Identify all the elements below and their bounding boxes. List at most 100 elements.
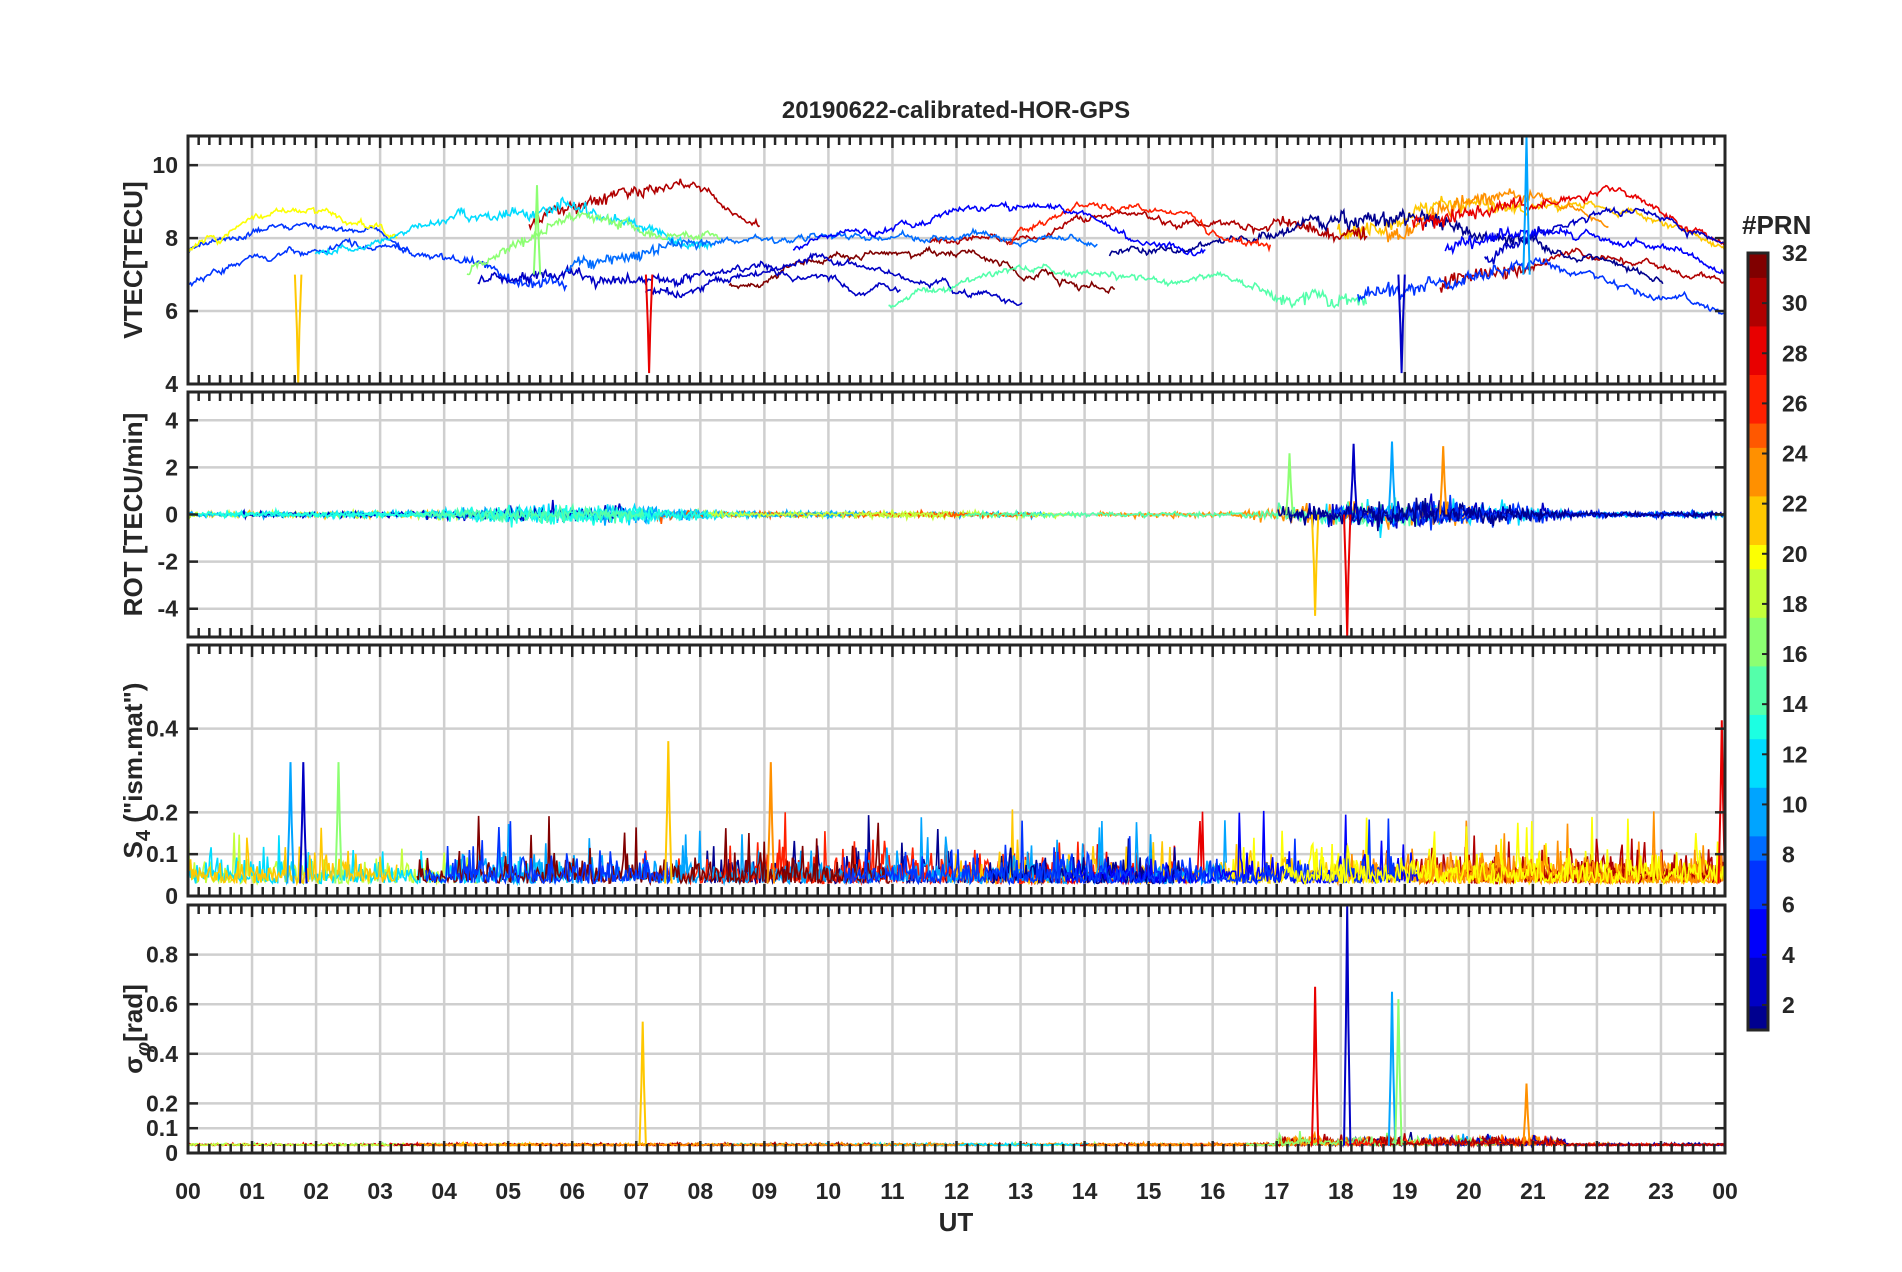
trace-peak — [1343, 514, 1352, 637]
y-tick-label: 10 — [152, 152, 178, 178]
x-tick-label: 04 — [431, 1178, 457, 1204]
ticks-s4 — [186, 645, 1727, 898]
colorbar-segment — [1748, 568, 1768, 594]
colorbar-segment — [1748, 277, 1768, 303]
trace-prn — [1087, 1134, 1352, 1148]
x-tick-label: 19 — [1392, 1178, 1418, 1204]
x-tick-label: 00 — [1712, 1178, 1738, 1204]
colorbar-segment — [1748, 301, 1768, 327]
trace-peak — [1349, 443, 1358, 515]
x-tick-label: 15 — [1136, 1178, 1162, 1204]
colorbar-tick-label: 28 — [1782, 340, 1808, 366]
colorbar-tick-label: 6 — [1782, 892, 1795, 918]
trace-prn — [528, 178, 760, 231]
colorbar-segment — [1748, 544, 1768, 570]
colorbar-tick-label: 26 — [1782, 390, 1808, 416]
x-tick-label: 14 — [1072, 1178, 1098, 1204]
x-tick-label: 07 — [623, 1178, 649, 1204]
x-tick-label: 23 — [1648, 1178, 1674, 1204]
colorbar-segment — [1748, 520, 1768, 545]
trace-peak — [1394, 999, 1403, 1146]
colorbar-segment — [1748, 738, 1768, 764]
colorbar-tick-label: 8 — [1782, 842, 1795, 868]
x-tick-label: 01 — [239, 1178, 265, 1204]
trace-peak — [1387, 991, 1397, 1146]
colorbar-segment — [1748, 641, 1768, 667]
y-tick-label: 0.4 — [146, 1041, 178, 1067]
trace-prn — [1357, 256, 1725, 315]
trace-peak — [334, 762, 343, 884]
trace-prn — [1277, 497, 1725, 532]
x-tick-label: 17 — [1264, 1178, 1290, 1204]
trace-prn — [1374, 1134, 1725, 1148]
colorbar-segment — [1748, 957, 1768, 983]
y-tick-label: 4 — [165, 371, 178, 397]
ticks-vtec — [186, 136, 1727, 386]
colorbar-tick-label: 30 — [1782, 290, 1808, 316]
x-tick-label: 13 — [1008, 1178, 1034, 1204]
trace-peak — [293, 274, 303, 384]
trace-prn — [1008, 201, 1272, 253]
trace-prn — [1439, 247, 1725, 293]
colorbar-label: #PRN — [1742, 210, 1811, 240]
colorbar-segment — [1748, 908, 1768, 934]
trace-peak — [644, 274, 654, 374]
trace-prn — [466, 210, 722, 276]
colorbar-tick-label: 32 — [1782, 240, 1808, 266]
trace-prn — [188, 206, 398, 253]
trace-peak — [1285, 453, 1294, 515]
colorbar-segment — [1748, 665, 1768, 691]
colorbar-segment — [1748, 762, 1768, 788]
y-tick-label: 8 — [165, 225, 178, 251]
colorbar-segment — [1748, 325, 1768, 351]
x-tick-label: 09 — [752, 1178, 778, 1204]
x-tick-label: 05 — [495, 1178, 521, 1204]
x-tick-labels: 00 01 02 03 04 05 06 07 08 09 10 11 12 13 14 15 16 17 18 19… — [175, 1178, 1738, 1204]
panel-rot: -4 -2 0 2 4 ROT [TECU/min] — [118, 390, 1727, 639]
trace-peak — [1439, 446, 1448, 515]
trace-peak — [1387, 441, 1397, 515]
y-tick-label: 0.4 — [146, 716, 178, 742]
colorbar-tick-label: 16 — [1782, 641, 1808, 667]
colorbar-segment — [1748, 714, 1768, 740]
colorbar-segment — [1748, 592, 1768, 618]
x-tick-label: 12 — [944, 1178, 970, 1204]
trace-peak — [1522, 136, 1531, 275]
colorbar-tick-label: 4 — [1782, 942, 1795, 968]
x-tick-label: 03 — [367, 1178, 393, 1204]
trace-prn — [708, 509, 949, 520]
traces-s4 — [188, 720, 1725, 887]
ticks-sigma_phi — [186, 905, 1727, 1155]
trace-prn — [1384, 188, 1609, 243]
y-tick-label: 0 — [165, 883, 178, 909]
y-tick-label: -2 — [158, 549, 178, 575]
x-tick-label: 10 — [816, 1178, 842, 1204]
colorbar-segment — [1748, 1005, 1768, 1031]
colorbar-segment — [1748, 447, 1768, 473]
colorbar-segment — [1748, 860, 1768, 885]
y-tick-label: 0.2 — [146, 799, 178, 825]
traces-vtec — [188, 136, 1725, 384]
colorbar-tick-label: 18 — [1782, 591, 1808, 617]
x-tick-label: 16 — [1200, 1178, 1226, 1204]
colorbar-segment — [1748, 253, 1768, 278]
trace-prn — [644, 252, 1023, 307]
x-tick-label: 21 — [1520, 1178, 1546, 1204]
ticks-rot — [186, 392, 1727, 637]
trace-peak — [638, 1021, 647, 1146]
y-tick-label: 0.8 — [146, 942, 178, 968]
y-tick-label: 4 — [165, 407, 178, 433]
trace-peak — [532, 185, 542, 275]
trace-peak — [299, 762, 308, 884]
colorbar-frame — [1746, 251, 1770, 1032]
colorbar-segment — [1748, 374, 1768, 400]
traces-rot — [188, 441, 1725, 637]
trace-prn — [1108, 207, 1664, 285]
x-tick-label: 06 — [559, 1178, 585, 1204]
y-axis-label-s4: S4 ("ism.mat") — [118, 683, 155, 859]
x-tick-label: 11 — [880, 1178, 905, 1204]
